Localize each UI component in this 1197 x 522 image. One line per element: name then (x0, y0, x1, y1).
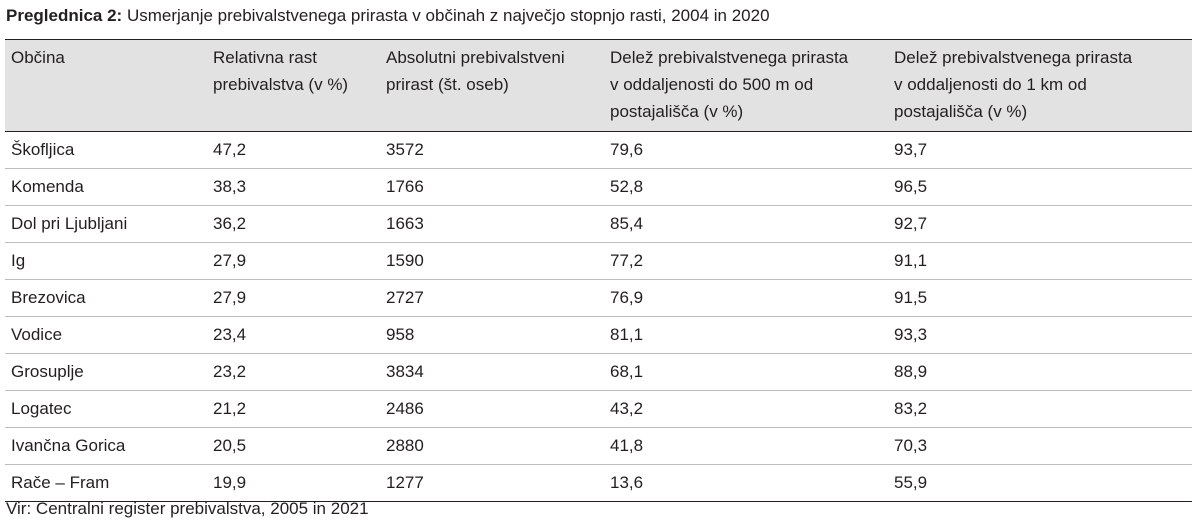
table-row: Logatec 21,2 2486 43,2 83,2 (5, 391, 1192, 428)
table-cell: 76,9 (610, 288, 644, 307)
header-line: postajališča (v %) (610, 102, 744, 121)
table-cell: 1590 (386, 251, 424, 270)
table-cell: 93,3 (894, 325, 928, 344)
table-cell: 83,2 (894, 399, 928, 418)
table-cell: 1766 (386, 177, 424, 196)
table-cell: 79,6 (610, 140, 644, 159)
table-cell: 41,8 (610, 436, 644, 455)
table-cell: 88,9 (894, 362, 928, 381)
table-cell: Rače – Fram (11, 473, 110, 492)
table-cell: Komenda (11, 177, 84, 196)
header-line: Relativna rast (213, 48, 317, 67)
table-cell: 81,1 (610, 325, 644, 344)
table-cell: 21,2 (213, 399, 247, 418)
table-cell: Ivančna Gorica (11, 436, 126, 455)
table-cell: 19,9 (213, 473, 247, 492)
table-cell: 958 (386, 325, 415, 344)
header-line: prirast (št. oseb) (386, 75, 509, 94)
table-cell: 13,6 (610, 473, 644, 492)
table-cell: 91,5 (894, 288, 928, 307)
table-row: Komenda 38,3 1766 52,8 96,5 (5, 169, 1192, 206)
header-line: postajališča (v %) (894, 102, 1028, 121)
header-cell: Občina (5, 40, 207, 132)
title-text: Usmerjanje prebivalstvenega prirasta v o… (126, 6, 770, 25)
table-cell: 3834 (386, 362, 424, 381)
table-cell: 91,1 (894, 251, 928, 270)
table-cell: 38,3 (213, 177, 247, 196)
header-line: Občina (11, 48, 65, 67)
header-line: v oddaljenosti do 1 km od (894, 75, 1087, 94)
table-cell: 47,2 (213, 140, 247, 159)
table-cell: 85,4 (610, 214, 644, 233)
header-line: Delež prebivalstvenega prirasta (610, 48, 849, 67)
table-cell: 70,3 (894, 436, 928, 455)
table-cell: 23,2 (213, 362, 247, 381)
title-label: Preglednica 2: (6, 6, 123, 25)
table-row: Grosuplje 23,2 3834 68,1 88,9 (5, 354, 1192, 391)
table: Občina Relativna rast prebivalstva (v %) Ab… (5, 39, 1192, 502)
table-cell: 1663 (386, 214, 424, 233)
header-line: v oddaljenosti do 500 m od (610, 75, 814, 94)
table-row: Vodice 23,4 958 81,1 93,3 (5, 317, 1192, 354)
table-row: Ivančna Gorica 20,5 2880 41,8 70,3 (5, 428, 1192, 465)
table-cell: 2486 (386, 399, 424, 418)
table-cell: Brezovica (11, 288, 86, 307)
table-cell: 96,5 (894, 177, 928, 196)
table-cell: 23,4 (213, 325, 247, 344)
header-cell: Relativna rast prebivalstva (v %) (207, 40, 380, 132)
table-row: Dol pri Ljubljani 36,2 1663 85,4 92,7 (5, 206, 1192, 243)
table-row: Rače – Fram 19,9 1277 13,6 55,9 (5, 465, 1192, 502)
header-line: Absolutni prebivalstveni (386, 48, 565, 67)
table-cell: 27,9 (213, 288, 247, 307)
table-cell: 2727 (386, 288, 424, 307)
table-cell: 27,9 (213, 251, 247, 270)
source-note: Vir: Centralni register prebivalstva, 20… (6, 499, 369, 518)
header-cell: Delež prebivalstvenega prirasta v oddalje… (604, 40, 888, 132)
table-cell: Ig (11, 251, 26, 270)
table-cell: 52,8 (610, 177, 644, 196)
table-cell: 2880 (386, 436, 424, 455)
table-cell: 20,5 (213, 436, 247, 455)
header-line: Delež prebivalstvenega prirasta (894, 48, 1133, 67)
table-cell: Logatec (11, 399, 72, 418)
table-cell: 55,9 (894, 473, 928, 492)
header-cell: Absolutni prebivalstveni prirast (št. ose… (380, 40, 604, 132)
header-cell: Delež prebivalstvenega prirasta v oddalje… (888, 40, 1192, 132)
table-cell: 3572 (386, 140, 424, 159)
table-cell: 1277 (386, 473, 424, 492)
table-header: Občina Relativna rast prebivalstva (v %) Ab… (5, 39, 1192, 132)
table-row: Brezovica 27,9 2727 76,9 91,5 (5, 280, 1192, 317)
table-cell: Vodice (11, 325, 63, 344)
table-cell: 92,7 (894, 214, 928, 233)
table-cell: Škofljica (11, 140, 75, 159)
table-cell: Grosuplje (11, 362, 84, 381)
table-cell: Dol pri Ljubljani (11, 214, 128, 233)
table-cell: 43,2 (610, 399, 644, 418)
table-cell: 77,2 (610, 251, 644, 270)
table-body: Škofljica 47,2 3572 79,6 93,7 Komenda 38,3 1766… (5, 132, 1192, 502)
header-line: prebivalstva (v %) (213, 75, 349, 94)
table-row: Škofljica 47,2 3572 79,6 93,7 (5, 132, 1192, 169)
header-row: Občina Relativna rast prebivalstva (v %) Ab… (5, 39, 1192, 132)
table-cell: 68,1 (610, 362, 644, 381)
table-cell: 36,2 (213, 214, 247, 233)
table-title: Preglednica 2: Usmerjanje prebivalstvene… (6, 6, 770, 26)
table-cell: 93,7 (894, 140, 928, 159)
table-row: Ig 27,9 1590 77,2 91,1 (5, 243, 1192, 280)
